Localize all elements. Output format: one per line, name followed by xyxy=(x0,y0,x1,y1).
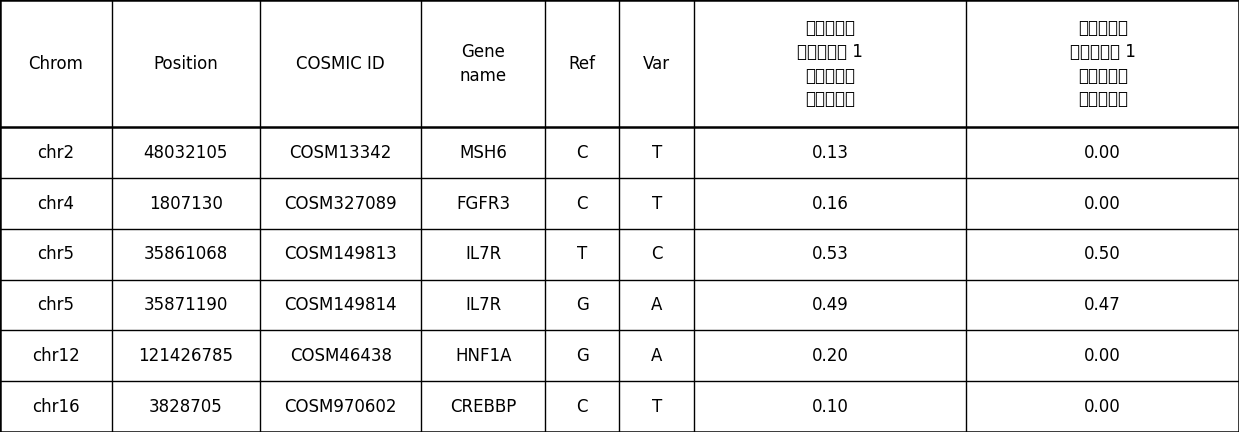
Text: COSM327089: COSM327089 xyxy=(285,194,396,213)
Text: chr16: chr16 xyxy=(32,397,79,416)
Text: Gene
name: Gene name xyxy=(460,43,507,85)
Text: T: T xyxy=(652,397,662,416)
Text: MSH6: MSH6 xyxy=(460,144,507,162)
Text: chr5: chr5 xyxy=(37,296,74,314)
Text: COSM149813: COSM149813 xyxy=(284,245,398,264)
Text: A: A xyxy=(650,347,663,365)
Text: A: A xyxy=(650,296,663,314)
Text: 3828705: 3828705 xyxy=(149,397,223,416)
Text: 0.50: 0.50 xyxy=(1084,245,1121,264)
Text: chr4: chr4 xyxy=(37,194,74,213)
Text: COSM46438: COSM46438 xyxy=(290,347,392,365)
Text: C: C xyxy=(576,397,589,416)
Text: IL7R: IL7R xyxy=(465,245,502,264)
Text: 121426785: 121426785 xyxy=(139,347,233,365)
Text: 0.53: 0.53 xyxy=(812,245,849,264)
Text: Var: Var xyxy=(643,55,670,73)
Text: 煅基突变频
率（对比例 1
提取基因组
构建文库）: 煅基突变频 率（对比例 1 提取基因组 构建文库） xyxy=(797,19,864,108)
Text: CREBBP: CREBBP xyxy=(450,397,517,416)
Text: 1807130: 1807130 xyxy=(149,194,223,213)
Text: HNF1A: HNF1A xyxy=(455,347,512,365)
Text: 35871190: 35871190 xyxy=(144,296,228,314)
Text: 0.10: 0.10 xyxy=(812,397,849,416)
Text: 0.13: 0.13 xyxy=(812,144,849,162)
Text: chr5: chr5 xyxy=(37,245,74,264)
Text: chr2: chr2 xyxy=(37,144,74,162)
Text: chr12: chr12 xyxy=(32,347,79,365)
Text: FGFR3: FGFR3 xyxy=(456,194,510,213)
Text: 0.49: 0.49 xyxy=(812,296,849,314)
Text: Chrom: Chrom xyxy=(28,55,83,73)
Text: T: T xyxy=(577,245,587,264)
Text: 0.00: 0.00 xyxy=(1084,397,1121,416)
Text: COSM13342: COSM13342 xyxy=(290,144,392,162)
Text: 48032105: 48032105 xyxy=(144,144,228,162)
Text: COSMIC ID: COSMIC ID xyxy=(296,55,385,73)
Text: 0.00: 0.00 xyxy=(1084,144,1121,162)
Text: IL7R: IL7R xyxy=(465,296,502,314)
Text: 煅基突变频
率（实施例 1
提取基因组
构建文库）: 煅基突变频 率（实施例 1 提取基因组 构建文库） xyxy=(1069,19,1136,108)
Text: 0.00: 0.00 xyxy=(1084,194,1121,213)
Text: 35861068: 35861068 xyxy=(144,245,228,264)
Text: 0.16: 0.16 xyxy=(812,194,849,213)
Text: Position: Position xyxy=(154,55,218,73)
Text: Ref: Ref xyxy=(569,55,596,73)
Text: G: G xyxy=(576,296,589,314)
Text: COSM149814: COSM149814 xyxy=(285,296,396,314)
Text: COSM970602: COSM970602 xyxy=(285,397,396,416)
Text: C: C xyxy=(576,144,589,162)
Text: 0.20: 0.20 xyxy=(812,347,849,365)
Text: G: G xyxy=(576,347,589,365)
Text: 0.00: 0.00 xyxy=(1084,347,1121,365)
Text: 0.47: 0.47 xyxy=(1084,296,1121,314)
Text: C: C xyxy=(650,245,663,264)
Text: C: C xyxy=(576,194,589,213)
Text: T: T xyxy=(652,194,662,213)
Text: T: T xyxy=(652,144,662,162)
